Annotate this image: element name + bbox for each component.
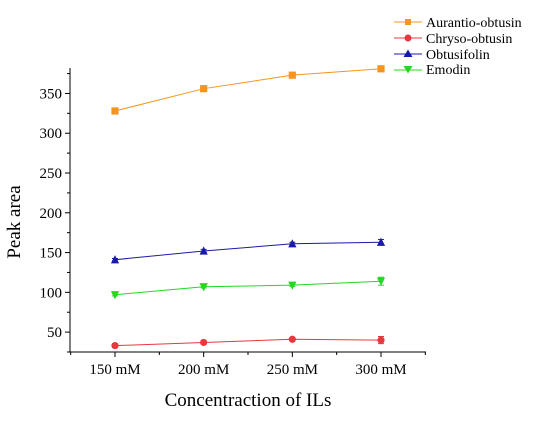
legend-marker-triangle-down <box>403 66 413 74</box>
y-tick-label: 200 <box>40 206 63 222</box>
data-point <box>199 283 208 292</box>
y-tick-label: 100 <box>40 285 63 301</box>
data-point <box>377 65 385 73</box>
y-axis-title: Peak area <box>4 185 25 259</box>
data-point <box>376 237 386 246</box>
data-point <box>288 281 297 290</box>
y-tick-label: 250 <box>40 166 63 182</box>
legend-marker-circle <box>404 34 412 42</box>
legend: Aurantio-obtusin Chryso-obtusin Obtusifo… <box>394 16 522 78</box>
legend-item-emodin: Emodin <box>394 63 470 78</box>
series-line <box>114 68 382 112</box>
data-point <box>199 246 208 255</box>
legend-label: Obtusifolin <box>426 48 490 63</box>
x-tick-label: 300 mM <box>355 362 406 378</box>
data-point <box>110 255 120 264</box>
y-tick-label: 300 <box>40 126 63 142</box>
y-tick-label: 350 <box>40 86 63 102</box>
data-point <box>288 335 296 343</box>
x-tick-label: 150 mM <box>89 362 140 378</box>
series-line <box>114 280 382 296</box>
data-point <box>111 107 119 115</box>
data-point <box>377 336 385 344</box>
x-axis-title: Concentraction of ILs <box>165 390 332 411</box>
series-line <box>114 241 382 261</box>
legend-marker-square <box>405 19 411 25</box>
series-aurantio-obtusin <box>111 65 385 115</box>
x-tick-label: 250 mM <box>267 362 318 378</box>
axes: 50 100 150 200 250 300 350 150 mM 200 mM 250 mM 30… <box>40 68 426 378</box>
legend-item-aurantio-obtusin: Aurantio-obtusin <box>394 16 522 31</box>
data-point <box>200 338 208 347</box>
y-tick-label: 50 <box>47 325 62 341</box>
series-emodin <box>110 276 386 300</box>
x-tick-label: 200 mM <box>178 362 229 378</box>
data-point <box>288 71 296 79</box>
legend-label: Aurantio-obtusin <box>426 16 522 31</box>
legend-item-obtusifolin: Obtusifolin <box>394 48 490 63</box>
data-point <box>376 277 386 286</box>
data-point <box>110 291 120 300</box>
series-chryso-obtusin <box>111 335 385 350</box>
y-tick-label: 150 <box>40 246 63 262</box>
series-line <box>114 338 382 347</box>
data-point <box>200 85 208 93</box>
series-group <box>110 65 386 350</box>
legend-item-chryso-obtusin: Chryso-obtusin <box>394 32 512 47</box>
data-point <box>111 342 119 350</box>
legend-marker-triangle-up <box>403 49 413 57</box>
series-obtusifolin <box>110 237 386 264</box>
legend-label: Chryso-obtusin <box>426 32 512 47</box>
data-point <box>288 239 297 248</box>
legend-label: Emodin <box>426 63 470 78</box>
